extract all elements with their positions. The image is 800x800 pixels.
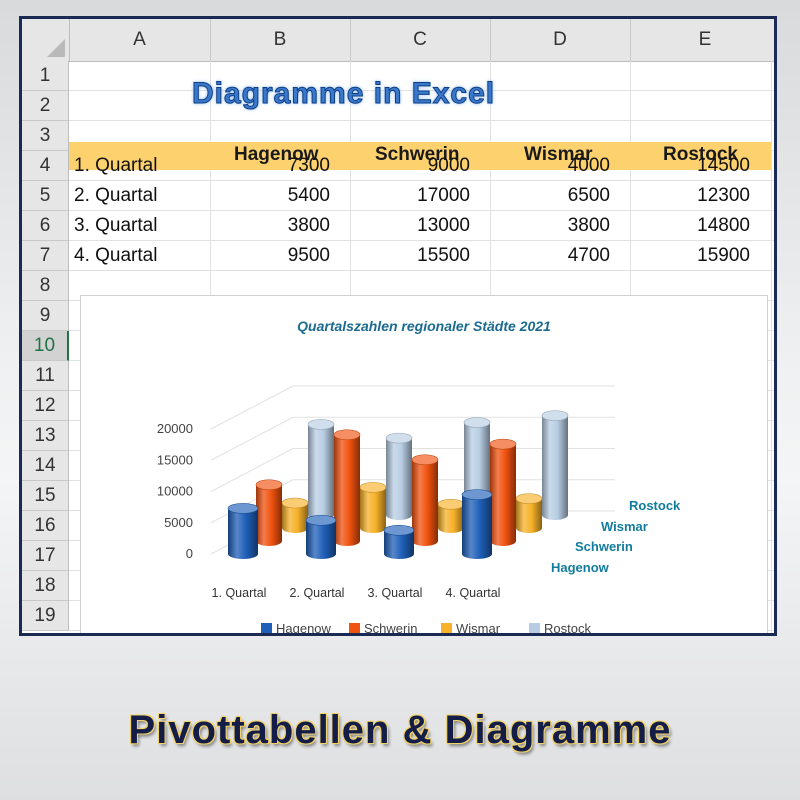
column-header-c[interactable]: C — [350, 19, 491, 61]
value-cell[interactable]: 17000 — [417, 185, 470, 206]
row-header-2[interactable]: 2 — [22, 91, 69, 121]
y-tick-label: 15000 — [157, 452, 193, 467]
row-label: 4. Quartal — [74, 245, 158, 266]
bar-hagenow-q3 — [383, 524, 415, 559]
value-cell[interactable]: 9500 — [287, 245, 330, 266]
depth-axis-label: Hagenow — [551, 560, 610, 575]
row-header-12[interactable]: 12 — [22, 391, 69, 421]
y-tick-label: 0 — [186, 546, 193, 561]
row-header-15[interactable]: 15 — [22, 481, 69, 511]
bar-hagenow-q4 — [461, 489, 493, 559]
legend-swatch — [349, 623, 360, 633]
value-cell[interactable]: 14500 — [697, 155, 750, 176]
header-schwerin: Schwerin — [375, 144, 460, 165]
value-cell[interactable]: 15500 — [417, 245, 470, 266]
x-tick-label: 4. Quartal — [446, 586, 501, 600]
bar-wismar-q2 — [359, 482, 387, 533]
bar-rostock-q1 — [307, 419, 335, 520]
bar-rostock-q4 — [541, 410, 569, 520]
row-header-1[interactable]: 1 — [22, 61, 69, 91]
row-header-16[interactable]: 16 — [22, 511, 69, 541]
row-header-6[interactable]: 6 — [22, 211, 69, 241]
value-cell[interactable]: 4700 — [567, 245, 610, 266]
row-header-9[interactable]: 9 — [22, 301, 69, 331]
footer-title: Pivottabellen & Diagramme — [128, 708, 672, 752]
value-cell[interactable]: 12300 — [697, 185, 750, 206]
value-cell[interactable]: 3800 — [567, 215, 610, 236]
header-band — [69, 142, 771, 170]
value-cell[interactable]: 7300 — [287, 155, 330, 176]
legend-swatch — [529, 623, 540, 633]
depth-axis-label: Schwerin — [575, 539, 633, 554]
column-header-row: A B C D E — [22, 19, 774, 62]
legend-label: Hagenow — [276, 621, 332, 636]
value-cell[interactable]: 14800 — [697, 215, 750, 236]
bar-rostock-q2 — [385, 432, 413, 520]
row-header-7[interactable]: 7 — [22, 241, 69, 271]
depth-axis-label: Rostock — [629, 498, 681, 513]
row-header-8[interactable]: 8 — [22, 271, 69, 301]
column-header-e[interactable]: E — [630, 19, 774, 61]
value-cell[interactable]: 13000 — [417, 215, 470, 236]
row-header-11[interactable]: 11 — [22, 361, 69, 391]
bar-hagenow-q1 — [227, 503, 259, 559]
bar-wismar-q4 — [515, 493, 543, 533]
column-header-a[interactable]: A — [69, 19, 211, 61]
row-header-13[interactable]: 13 — [22, 421, 69, 451]
value-cell[interactable]: 3800 — [287, 215, 330, 236]
value-cell[interactable]: 9000 — [427, 155, 470, 176]
legend-label: Wismar — [456, 621, 501, 636]
value-cell[interactable]: 6500 — [567, 185, 610, 206]
row-label: 3. Quartal — [74, 215, 158, 236]
row-header-3[interactable]: 3 — [22, 121, 69, 151]
chart-svg: Quartalszahlen regionaler Städte 2021 0 50… — [157, 318, 681, 636]
chart-title: Quartalszahlen regionaler Städte 2021 — [297, 318, 551, 334]
row-header-17[interactable]: 17 — [22, 541, 69, 571]
bar-schwerin-q4 — [489, 438, 517, 546]
row-header-4[interactable]: 4 — [22, 151, 69, 181]
sheet-title: Diagramme in Excel — [191, 77, 496, 111]
row-header-14[interactable]: 14 — [22, 451, 69, 481]
y-tick-label: 10000 — [157, 484, 193, 499]
y-tick-label: 5000 — [164, 515, 193, 530]
header-wismar: Wismar — [524, 144, 593, 165]
legend-swatch — [261, 623, 272, 633]
x-tick-label: 1. Quartal — [212, 586, 267, 600]
header-hagenow: Hagenow — [234, 144, 319, 165]
header-rostock: Rostock — [663, 144, 738, 165]
value-cell[interactable]: 5400 — [287, 185, 330, 206]
value-cell[interactable]: 15900 — [697, 245, 750, 266]
x-tick-label: 2. Quartal — [290, 586, 345, 600]
row-label: 2. Quartal — [74, 185, 158, 206]
bar-schwerin-q2 — [333, 429, 361, 546]
depth-axis-label: Wismar — [601, 519, 648, 534]
row-header-18[interactable]: 18 — [22, 571, 69, 601]
value-cell[interactable]: 4000 — [567, 155, 610, 176]
column-header-b[interactable]: B — [210, 19, 351, 61]
y-tick-label: 20000 — [157, 421, 193, 436]
bar-wismar-q1 — [281, 497, 309, 533]
row-header-10[interactable]: 10 — [22, 331, 69, 361]
legend-label: Schwerin — [364, 621, 417, 636]
legend-label: Rostock — [544, 621, 591, 636]
x-tick-label: 3. Quartal — [368, 586, 423, 600]
column-header-d[interactable]: D — [490, 19, 631, 61]
select-all-corner[interactable] — [22, 19, 70, 61]
row-label: 1. Quartal — [74, 155, 158, 176]
bar-schwerin-q3 — [411, 454, 439, 546]
bar-wismar-q3 — [437, 498, 465, 533]
spreadsheet-window: A B C D E 1 2 3 4 5 6 7 8 9 10 11 12 13 14 15 16 17 18 19 … — [19, 16, 777, 636]
chart-object[interactable]: Quartalszahlen regionaler Städte 2021 0 50… — [80, 295, 768, 636]
bar-schwerin-q1 — [255, 479, 283, 546]
row-header-19[interactable]: 19 — [22, 601, 69, 631]
legend-swatch — [441, 623, 452, 633]
bar-hagenow-q2 — [305, 514, 337, 559]
row-header-5[interactable]: 5 — [22, 181, 69, 211]
